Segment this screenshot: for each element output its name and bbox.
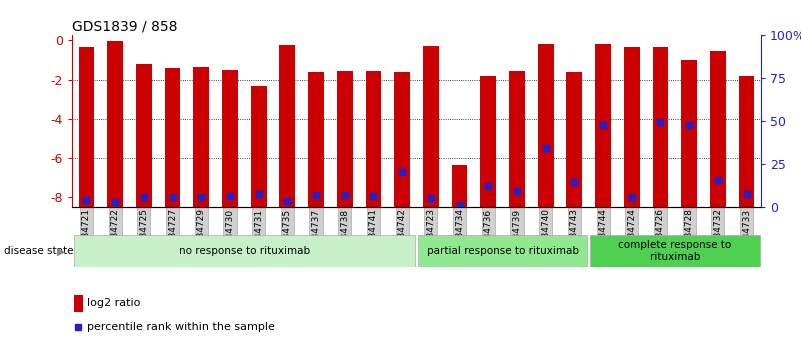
Bar — [624, 47, 640, 207]
FancyBboxPatch shape — [418, 235, 587, 267]
Bar — [222, 70, 238, 207]
Text: no response to rituximab: no response to rituximab — [179, 246, 310, 256]
Text: complete response to
rituximab: complete response to rituximab — [618, 240, 731, 262]
Bar — [74, 295, 83, 312]
Bar — [566, 72, 582, 207]
Text: partial response to rituximab: partial response to rituximab — [427, 246, 578, 256]
FancyBboxPatch shape — [590, 235, 759, 267]
FancyBboxPatch shape — [74, 235, 415, 267]
Text: percentile rank within the sample: percentile rank within the sample — [87, 323, 276, 333]
Bar — [193, 67, 209, 207]
Bar — [251, 87, 267, 207]
Bar — [653, 47, 668, 207]
Bar — [165, 68, 180, 207]
Bar — [107, 41, 123, 207]
Bar — [280, 45, 296, 207]
Bar — [739, 76, 755, 207]
Bar — [595, 44, 611, 207]
Bar — [337, 71, 352, 207]
Bar — [682, 60, 697, 207]
Bar — [365, 71, 381, 207]
Text: log2 ratio: log2 ratio — [87, 298, 141, 308]
Bar — [394, 72, 410, 207]
Bar — [78, 47, 95, 207]
Bar — [710, 51, 726, 207]
Bar — [537, 44, 553, 207]
Bar — [136, 64, 151, 207]
Bar — [308, 72, 324, 207]
Text: GDS1839 / 858: GDS1839 / 858 — [72, 19, 178, 33]
Bar — [452, 165, 468, 207]
Bar — [423, 46, 439, 207]
Text: disease state: disease state — [4, 246, 74, 256]
Bar — [481, 76, 496, 207]
Bar — [509, 71, 525, 207]
Text: ▶: ▶ — [57, 246, 66, 256]
